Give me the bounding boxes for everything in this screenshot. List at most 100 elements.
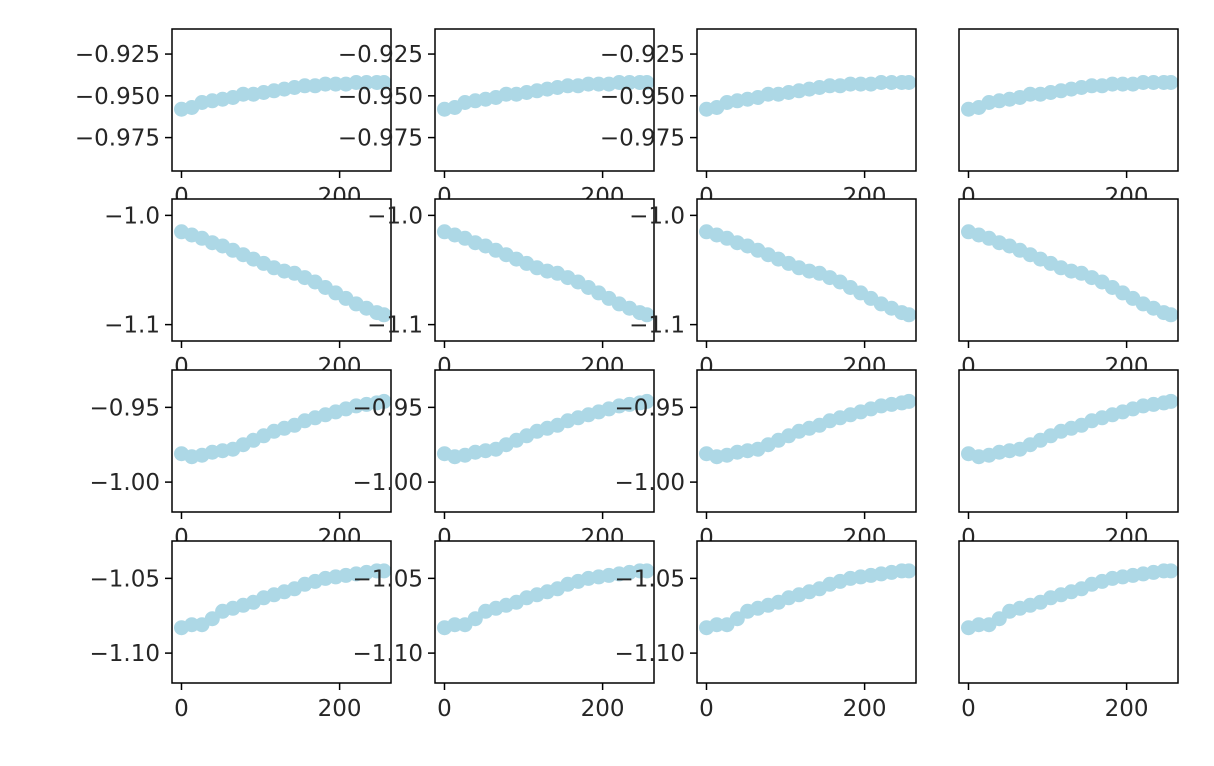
data-point (1163, 563, 1179, 579)
axes-frame (958, 369, 1179, 513)
data-point (376, 307, 392, 323)
data-point (901, 75, 917, 90)
axes-frame (434, 540, 655, 684)
plot-area (697, 370, 916, 512)
series-points (961, 393, 1179, 465)
data-point (376, 563, 392, 579)
y-tick-label: −0.925 (75, 42, 160, 68)
axes-frame (958, 540, 1179, 684)
series-points (699, 563, 917, 636)
data-point (297, 78, 313, 94)
axes-frame (171, 198, 392, 342)
axes-frame (171, 540, 392, 684)
x-tick-label: 200 (843, 696, 887, 722)
axes-frame (171, 369, 392, 513)
subplot-1-3: 0 200 (958, 198, 1179, 380)
x-tick-label: 0 (174, 696, 189, 722)
y-tick-label: −1.10 (353, 641, 423, 667)
series-points (437, 75, 655, 117)
axes-frame (958, 198, 1179, 342)
subplot-0-1: 0 200−0.925−0.950−0.975 (338, 28, 655, 210)
x-tick-label: 0 (699, 696, 714, 722)
subplot-0-0: 0 200−0.925−0.950−0.975 (75, 28, 392, 210)
subplot-3-2: 0 200 −1.05 −1.10 (615, 540, 917, 722)
y-tick-label: −0.950 (338, 84, 423, 110)
axes-frame (696, 198, 917, 342)
x-tick-label: 200 (318, 696, 362, 722)
data-point (639, 393, 655, 409)
data-point (1163, 307, 1179, 323)
plot-area (172, 370, 391, 512)
data-point (611, 75, 627, 90)
subplot-1-2: 0 200−1.0−1.1 (629, 198, 917, 380)
y-tick-label: −0.95 (90, 395, 160, 421)
axes-frame (696, 369, 917, 513)
y-tick-label: −1.10 (90, 641, 160, 667)
y-tick-label: −0.925 (338, 42, 423, 68)
y-tick-label: −1.0 (629, 203, 685, 229)
y-tick-label: −0.975 (600, 126, 685, 152)
y-tick-label: −0.975 (75, 126, 160, 152)
subplot-2-1: 0 200−0.95−1.00 (353, 369, 655, 551)
x-tick-label: 0 (961, 696, 976, 722)
y-tick-label: −1.1 (104, 313, 160, 339)
data-point (376, 393, 392, 409)
plot-area (172, 541, 391, 683)
data-point (873, 75, 889, 90)
axes-frame (696, 540, 917, 684)
subplot-2-3: 0 200 (958, 369, 1179, 551)
data-point (901, 393, 917, 409)
data-point (317, 76, 333, 92)
data-point (884, 75, 899, 90)
data-point (901, 307, 917, 323)
series-points (437, 393, 655, 465)
series-points (699, 393, 917, 465)
y-tick-label: −1.0 (367, 203, 423, 229)
y-tick-label: −1.0 (104, 203, 160, 229)
series-points (699, 224, 917, 323)
axes-frame (958, 28, 1179, 172)
series-points (174, 393, 392, 465)
y-tick-label: −0.950 (600, 84, 685, 110)
series-points (437, 563, 655, 636)
y-tick-label: −1.00 (353, 470, 423, 496)
x-tick-label: 200 (581, 696, 625, 722)
data-point (901, 563, 917, 579)
series-points (961, 75, 1179, 117)
data-point (639, 75, 655, 90)
plot-area (959, 541, 1178, 683)
data-point (1146, 75, 1161, 90)
plot-area (697, 541, 916, 683)
y-tick-label: −0.950 (75, 84, 160, 110)
y-tick-label: −1.05 (90, 566, 160, 592)
axes-frame (434, 198, 655, 342)
subplot-3-3: 0 200 (958, 540, 1179, 722)
subplot-1-0: 0 200−1.0−1.1 (104, 198, 392, 380)
data-point (1163, 75, 1179, 90)
x-tick-label: 0 (437, 696, 452, 722)
plot-area (959, 370, 1178, 512)
y-tick-label: −1.00 (90, 470, 160, 496)
y-tick-label: −1.00 (615, 470, 685, 496)
data-point (1104, 76, 1120, 92)
series-points (437, 224, 655, 323)
series-points (174, 563, 392, 636)
subplot-2-0: 0 200−0.95−1.00 (90, 369, 392, 551)
data-point (359, 75, 374, 90)
y-tick-label: −1.1 (629, 313, 685, 339)
data-point (842, 76, 858, 92)
axes-frame (434, 28, 655, 172)
data-point (1135, 75, 1151, 90)
series-points (174, 224, 392, 323)
axes-frame (696, 28, 917, 172)
y-tick-label: −0.95 (615, 395, 685, 421)
y-tick-label: −0.95 (353, 395, 423, 421)
data-point (622, 75, 637, 90)
data-point (348, 75, 364, 90)
data-point (376, 75, 392, 90)
subplot-3-0: 0 200 −1.05 −1.10 (90, 540, 392, 722)
data-point (639, 307, 655, 323)
plot-area (435, 370, 654, 512)
subplot-2-2: 0 200−0.95−1.00 (615, 369, 917, 551)
data-point (580, 76, 596, 92)
